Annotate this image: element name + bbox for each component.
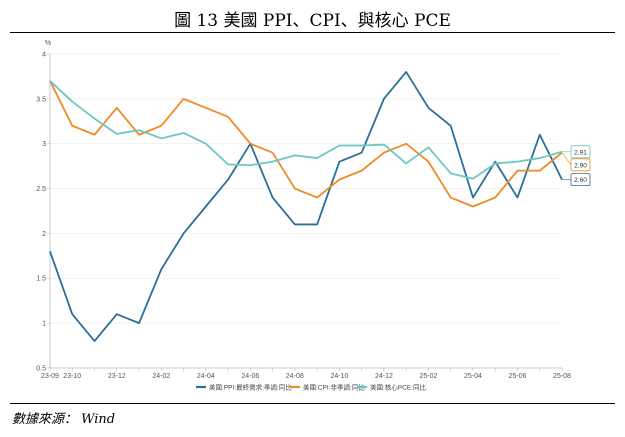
x-tick-label: 25-08	[553, 373, 571, 380]
x-tick-label: 23-09	[41, 373, 59, 380]
x-tick-label: 24-02	[152, 373, 170, 380]
grid-layer	[50, 53, 562, 324]
source-note: 數據來源： Wind	[12, 412, 116, 427]
x-tick-label: 24-10	[330, 373, 348, 380]
end-label-text: 2.60	[574, 177, 587, 184]
x-tick-label: 24-12	[375, 373, 393, 380]
end-label-leader	[561, 152, 572, 165]
y-axis-unit: %	[45, 40, 51, 47]
series-layer	[49, 71, 563, 342]
y-tick-label: 4	[42, 51, 46, 58]
x-tick-label: 23-12	[108, 373, 126, 380]
end-label-layer: 2.91 2.90 2.60	[561, 145, 591, 187]
bottom-rule	[10, 403, 615, 404]
x-tick-label: 25-04	[464, 373, 482, 380]
x-tick-label: 25-02	[419, 373, 437, 380]
end-label-text: 2.91	[574, 149, 587, 156]
legend: 美國:PPI:最終需求:季調:同比 美國:CPI:非季調:同比 美國:核心PCE:同…	[196, 382, 426, 391]
x-tick-label: 23-10	[63, 373, 81, 380]
axis-layer: % 0.5 1 1.5 2 2.5 3 3.5 4 23-09 23-10 23-12 24-02 24-…	[36, 40, 571, 380]
legend-label-2: 美國:CPI:非季調:同比	[303, 382, 365, 391]
series-line-1	[49, 71, 563, 342]
end-label-box	[570, 173, 591, 187]
end-label-box	[570, 158, 591, 172]
y-tick-label: 3.5	[36, 96, 46, 103]
x-tick-label: 24-08	[286, 373, 304, 380]
y-tick-label: 3	[42, 141, 46, 148]
x-tick-label: 24-06	[241, 373, 259, 380]
y-tick-label: 0.5	[36, 365, 46, 372]
y-tick-label: 2.5	[36, 186, 46, 193]
end-label-box	[570, 145, 591, 159]
x-tick-label: 24-04	[197, 373, 215, 380]
y-tick-label: 1	[42, 321, 46, 328]
top-rule	[10, 32, 615, 33]
end-label-text: 2.90	[574, 162, 587, 169]
figure-title: 圖 13 美國 PPI、CPI、與核心 PCE	[174, 11, 451, 31]
x-tick-label: 25-06	[509, 373, 527, 380]
y-tick-label: 2	[42, 231, 46, 238]
y-tick-label: 1.5	[36, 276, 46, 283]
legend-label-3: 美國:核心PCE:同比	[370, 382, 426, 391]
series-line-3	[49, 80, 563, 180]
legend-label-1: 美國:PPI:最終需求:季調:同比	[209, 382, 292, 391]
